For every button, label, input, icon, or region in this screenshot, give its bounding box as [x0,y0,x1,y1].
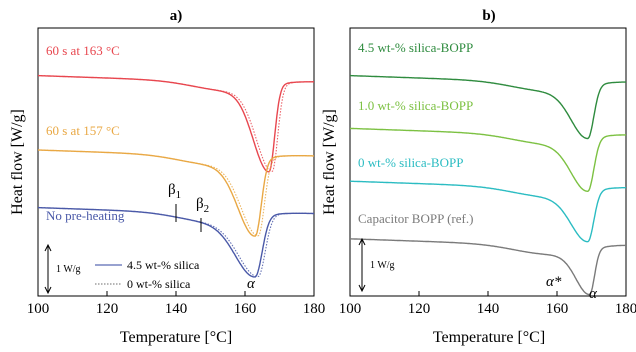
series-label-no-preheating: No pre-heating [46,208,125,223]
scale-bar-b-label: 1 W/g [370,260,395,271]
series-label-60s-157: 60 s at 157 °C [46,123,120,138]
legend-solid-label: 4.5 wt-% silica [127,258,200,272]
panel-a-x-ticks: 100 120 140 160 180 [27,291,326,317]
x-tick-label: 140 [477,301,500,317]
series-line-reference [38,75,314,173]
beta1-subscript: 1 [176,189,182,201]
x-tick-label: 180 [303,301,326,317]
scale-bar-a: 1 W/g [44,243,81,295]
panel-a-ylabel: Heat flow [W/g] [9,109,26,215]
scale-bar-a-label: 1 W/g [56,264,81,275]
alpha-label-b: α [589,286,598,302]
x-tick-label: 140 [165,301,188,317]
series-line [350,74,627,140]
x-tick-label: 100 [339,301,362,317]
series-line [350,238,626,296]
panel-b: b) 100 120 140 160 180 Temperature [°C] Heat… [321,8,636,346]
series-line [350,180,627,243]
x-tick-label: 160 [546,301,569,317]
panel-b-xlabel: Temperature [°C] [433,329,545,346]
series-label-capacitor-ref: Capacitor BOPP (ref.) [358,211,473,226]
series-label-1-0-silica: 1.0 wt-% silica-BOPP [358,98,473,113]
alpha-label-a: α [247,276,256,292]
panel-b-x-ticks: 100 120 140 160 180 [339,291,636,317]
panel-b-label: b) [482,8,495,24]
series-label-60s-163: 60 s at 163 °C [46,43,120,58]
x-tick-label: 160 [234,301,257,317]
series-label-0-silica: 0 wt-% silica-BOPP [358,155,463,170]
scale-bar-b: 1 W/g [358,237,395,293]
beta2-subscript: 2 [204,203,210,215]
series-line [350,127,627,193]
svg-text:β2: β2 [196,196,209,215]
panel-a: a) 100 120 140 160 180 Temperature [°C] Heat… [9,8,325,346]
panel-a-label: a) [170,8,183,24]
legend-a: 4.5 wt-% silica 0 wt-% silica [95,258,200,291]
beta2-symbol: β [196,196,204,212]
beta1-symbol: β [168,182,176,198]
beta1-marker: β1 [168,182,181,222]
x-tick-label: 180 [615,301,636,317]
series-label-4-5-silica: 4.5 wt-% silica-BOPP [358,40,473,55]
series-line-reference [38,149,314,237]
x-tick-label: 100 [27,301,50,317]
beta2-marker: β2 [196,196,209,232]
panel-b-curves [350,74,627,296]
x-tick-label: 120 [408,301,431,317]
svg-text:β1: β1 [168,182,181,201]
panel-b-ylabel: Heat flow [W/g] [321,109,338,215]
panel-a-xlabel: Temperature [°C] [120,329,232,346]
alpha-star-label: α* [546,274,562,290]
x-tick-label: 120 [96,301,119,317]
panel-a-curves [38,74,314,278]
legend-dotted-label: 0 wt-% silica [127,277,191,291]
